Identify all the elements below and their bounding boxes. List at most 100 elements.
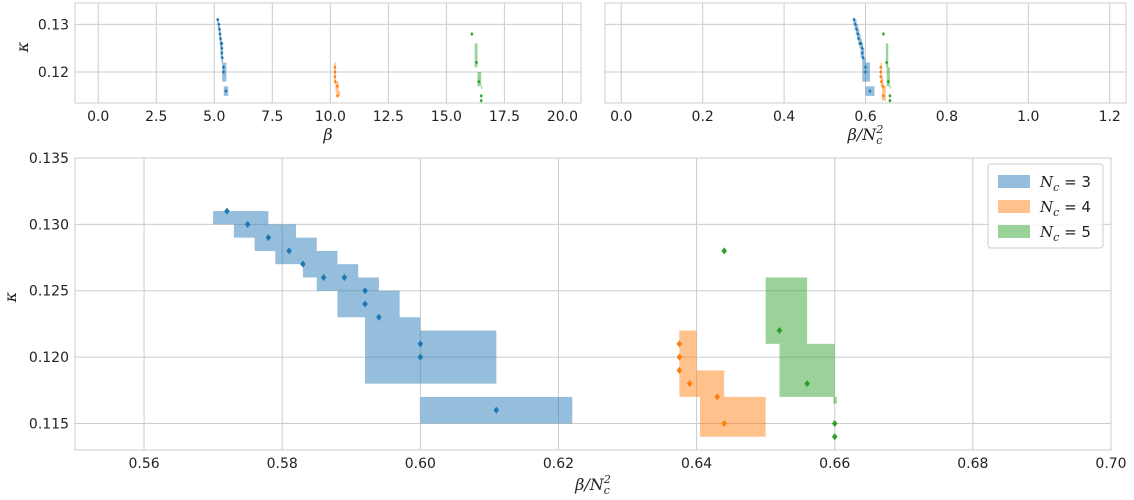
uncertainty-band-nc5 <box>779 343 835 397</box>
data-point-nc4 <box>676 366 683 374</box>
x-tick-label: 0.0 <box>87 109 109 125</box>
x-tick-label: 2.5 <box>145 109 167 125</box>
y-tick-label: 0.13 <box>38 17 69 33</box>
data-point-nc3 <box>852 17 856 22</box>
x-tick-label: 0.60 <box>405 456 436 472</box>
legend-entry: Nc = 3 <box>1039 173 1091 194</box>
data-point-nc3 <box>220 46 224 51</box>
legend-entry: Nc = 4 <box>1039 198 1091 219</box>
uncertainty-band-nc3 <box>862 57 866 63</box>
uncertainty-band-nc5 <box>886 67 890 87</box>
data-point-nc3 <box>286 247 292 255</box>
uncertainty-band-nc3 <box>856 33 861 39</box>
data-point-nc3 <box>220 41 224 46</box>
legend-box <box>987 163 1104 249</box>
axes-frame <box>74 2 582 104</box>
data-point-nc3 <box>244 220 251 228</box>
data-point-nc3 <box>856 36 861 41</box>
data-point-nc3 <box>224 207 230 215</box>
uncertainty-band-nc3 <box>233 224 297 238</box>
data-point-nc3 <box>376 313 382 321</box>
data-point-nc5 <box>479 98 483 103</box>
uncertainty-band-nc3 <box>365 330 497 384</box>
legend-swatch <box>998 175 1030 188</box>
data-point-nc3 <box>265 234 272 242</box>
x-tick-label: 0.56 <box>128 456 159 472</box>
data-point-nc4 <box>333 70 337 75</box>
data-point-nc3 <box>868 89 872 94</box>
uncertainty-band-nc3 <box>218 29 221 34</box>
axes-frame <box>604 2 1127 104</box>
data-point-nc4 <box>879 79 883 84</box>
uncertainty-band-nc4 <box>700 396 766 437</box>
y-tick-label: 0.130 <box>29 217 69 233</box>
data-point-nc3 <box>362 287 368 295</box>
data-point-nc5 <box>776 327 783 335</box>
data-point-nc3 <box>493 406 500 414</box>
uncertainty-band-nc3 <box>854 24 859 30</box>
uncertainty-band-nc5 <box>480 86 483 89</box>
legend-swatch <box>998 225 1030 238</box>
data-point-nc5 <box>831 433 838 441</box>
data-point-nc4 <box>879 70 883 75</box>
x-tick-label: 0.70 <box>1095 456 1126 472</box>
data-point-nc3 <box>217 27 222 32</box>
data-point-nc3 <box>220 51 224 55</box>
uncertainty-band-nc3 <box>853 19 857 25</box>
y-tick-label: 0.12 <box>38 65 69 81</box>
data-point-nc3 <box>221 70 226 75</box>
x-tick-label: 12.5 <box>373 109 404 125</box>
uncertainty-band-nc3 <box>859 43 864 49</box>
data-point-nc3 <box>362 300 368 308</box>
uncertainty-band-nc5 <box>765 277 808 344</box>
data-point-nc3 <box>300 260 306 268</box>
uncertainty-band-nc3 <box>217 19 219 25</box>
uncertainty-band-nc5 <box>889 86 892 89</box>
legend-entry: Nc = 5 <box>1039 223 1091 244</box>
x-tick-label: 1.0 <box>1017 109 1039 125</box>
axes-frame <box>74 157 1112 451</box>
uncertainty-band-nc3 <box>316 277 379 291</box>
uncertainty-band-nc3 <box>855 29 860 34</box>
data-point-nc5 <box>885 60 889 65</box>
data-point-nc3 <box>217 22 221 27</box>
y-axis-label: κ <box>1 291 20 303</box>
uncertainty-band-nc3 <box>254 237 317 251</box>
x-axis-label: β/Nc2 <box>574 473 611 497</box>
data-point-nc3 <box>219 36 223 41</box>
data-point-nc5 <box>474 60 479 65</box>
data-point-nc3 <box>220 55 224 60</box>
uncertainty-band-nc4 <box>881 86 886 101</box>
x-tick-label: 0.64 <box>681 456 712 472</box>
x-tick-label: 0.8 <box>936 109 958 125</box>
uncertainty-band-nc4 <box>336 91 341 96</box>
x-tick-label: 0.2 <box>692 109 714 125</box>
panel-top-left-beta: 0.0 2.5 5.0 7.5 10.0 12.5 15.0 17.5 20.0 0.12 0.13… <box>13 2 582 144</box>
data-point-nc3 <box>417 353 424 361</box>
data-point-nc5 <box>881 31 886 36</box>
data-point-nc3 <box>859 41 863 46</box>
y-tick-label: 0.115 <box>29 416 69 432</box>
x-tick-label: 17.5 <box>489 109 520 125</box>
data-point-nc5 <box>479 93 483 98</box>
y-axis-label: κ <box>13 41 32 53</box>
data-point-nc3 <box>216 17 220 22</box>
data-point-nc4 <box>879 65 883 70</box>
y-tick-label: 0.125 <box>29 284 69 300</box>
uncertainty-band-nc4 <box>679 330 697 371</box>
x-tick-label: 20.0 <box>547 109 578 125</box>
data-point-nc3 <box>224 89 228 94</box>
data-point-nc3 <box>417 340 424 348</box>
data-point-nc4 <box>335 93 340 98</box>
panel-top-right-beta-over-nc2: 0.0 0.2 0.4 0.6 0.8 1.0 1.2 β/Nc2 <box>604 2 1127 147</box>
data-point-nc4 <box>333 74 337 79</box>
data-point-nc4 <box>881 84 885 89</box>
data-point-nc4 <box>676 340 683 348</box>
data-point-nc3 <box>218 31 222 36</box>
x-tick-label: 1.2 <box>1099 109 1121 125</box>
uncertainty-band-nc3 <box>220 43 223 49</box>
x-tick-label: 0.62 <box>543 456 574 472</box>
data-point-nc3 <box>861 55 865 60</box>
x-tick-label: 5.0 <box>203 109 225 125</box>
x-axis-label: β/Nc2 <box>847 123 884 147</box>
